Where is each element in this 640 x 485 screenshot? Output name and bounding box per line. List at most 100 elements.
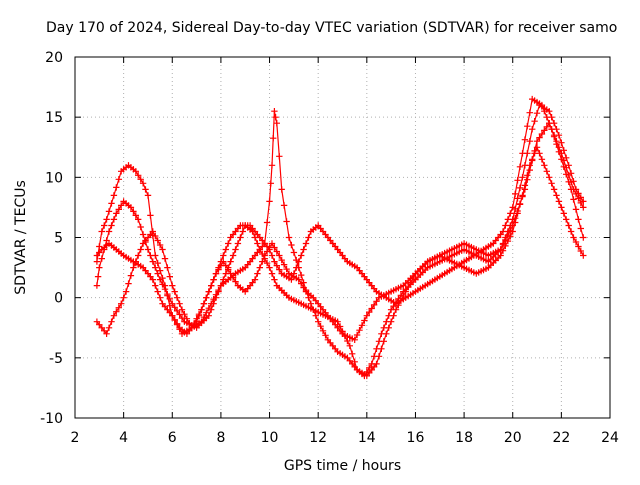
data-point — [572, 206, 580, 213]
data-point — [115, 176, 122, 183]
data-point — [161, 282, 169, 289]
data-point — [154, 288, 161, 295]
data-point — [118, 202, 125, 209]
data-point — [271, 276, 278, 283]
data-point — [572, 190, 580, 198]
data-point — [307, 300, 315, 307]
data-point — [156, 294, 164, 301]
data-point — [572, 238, 580, 246]
data-point — [533, 138, 541, 145]
y-tick-label: 10 — [45, 170, 63, 186]
data-point — [273, 248, 280, 255]
data-point — [270, 135, 277, 142]
data-point — [171, 288, 178, 295]
data-point — [234, 240, 242, 247]
x-tick-label: 18 — [455, 430, 473, 446]
data-point — [322, 332, 329, 339]
data-point — [524, 123, 531, 130]
data-point — [575, 243, 582, 250]
data-point — [555, 144, 563, 151]
data-point — [137, 246, 144, 253]
data-point — [516, 163, 524, 170]
data-point — [268, 162, 276, 169]
data-point — [237, 234, 244, 241]
data-point — [94, 273, 102, 280]
data-point — [176, 300, 183, 307]
data-point — [563, 164, 570, 171]
data-point — [541, 108, 548, 115]
data-point — [570, 234, 577, 241]
data-point — [276, 153, 283, 160]
data-point — [225, 266, 232, 273]
data-point — [127, 272, 135, 279]
data-point — [130, 208, 137, 215]
data-point — [220, 252, 227, 259]
data-point — [205, 288, 212, 295]
data-point — [378, 345, 385, 352]
data-point — [319, 327, 327, 334]
data-point — [222, 246, 229, 253]
data-point — [203, 294, 210, 301]
data-point — [132, 258, 139, 265]
data-point — [164, 292, 171, 299]
data-point — [407, 279, 414, 286]
data-point — [98, 255, 105, 262]
data-point — [521, 186, 529, 193]
data-point — [558, 204, 565, 211]
data-point — [558, 150, 565, 157]
data-point — [103, 216, 110, 223]
data-point — [152, 264, 159, 271]
data-point — [115, 206, 122, 213]
data-point — [373, 298, 380, 305]
data-point — [173, 320, 181, 327]
data-point — [502, 236, 509, 244]
data-point — [200, 300, 208, 307]
x-tick-label: 4 — [119, 430, 128, 446]
data-point — [519, 174, 526, 181]
data-point — [93, 258, 101, 265]
data-point — [519, 193, 526, 200]
data-point — [261, 240, 268, 247]
data-point — [298, 252, 305, 259]
data-point — [267, 180, 274, 187]
data-point — [519, 150, 526, 157]
data-point — [118, 300, 125, 307]
data-point — [516, 200, 524, 207]
data-point — [305, 294, 312, 301]
data-point — [509, 222, 516, 229]
x-tick-label: 2 — [71, 430, 80, 446]
data-point — [115, 304, 122, 311]
data-point — [200, 314, 208, 321]
data-point — [315, 318, 322, 325]
data-point — [96, 264, 103, 271]
data-point — [139, 231, 147, 238]
data-point — [397, 297, 405, 304]
data-point — [278, 256, 285, 264]
data-point — [110, 192, 118, 199]
data-point — [276, 266, 283, 273]
data-point — [254, 240, 261, 247]
data-point — [132, 168, 139, 175]
x-tick-label: 12 — [309, 430, 327, 446]
data-point — [149, 258, 156, 265]
data-point — [499, 241, 507, 248]
data-point — [565, 171, 572, 179]
data-point — [195, 312, 203, 319]
data-point — [113, 184, 120, 191]
data-point — [302, 240, 310, 247]
data-point — [575, 195, 582, 202]
data-point — [178, 306, 186, 313]
data-point — [125, 280, 132, 287]
data-point — [93, 282, 101, 289]
data-point — [516, 184, 524, 192]
data-point — [560, 210, 567, 217]
data-point — [558, 139, 565, 146]
data-point — [529, 157, 536, 164]
data-point — [132, 212, 139, 219]
data-point — [538, 130, 546, 138]
data-point — [548, 126, 555, 133]
x-tick-label: 10 — [261, 430, 279, 446]
data-point — [526, 138, 533, 145]
data-point — [108, 222, 115, 229]
